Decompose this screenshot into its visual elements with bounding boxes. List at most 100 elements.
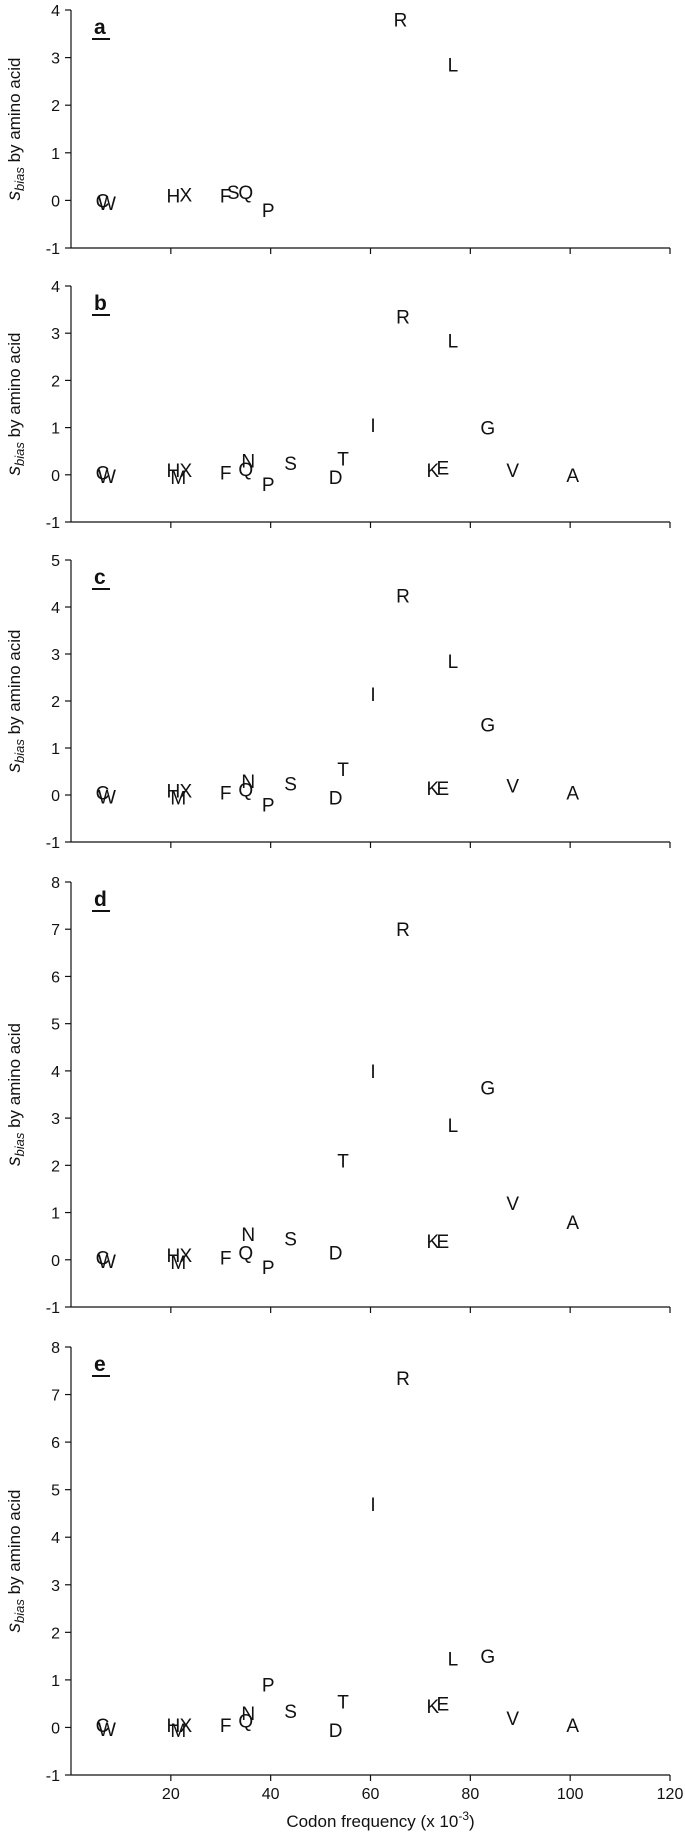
data-point-W: W: [98, 1720, 116, 1741]
data-point-Q: Q: [238, 1711, 253, 1732]
y-tick-label: 6: [51, 1435, 60, 1452]
data-point-V: V: [506, 1194, 519, 1215]
y-tick-label: 3: [51, 1578, 60, 1595]
data-point-Q: Q: [238, 780, 253, 801]
y-tick-label: 5: [51, 553, 60, 570]
y-tick-label: 0: [51, 1720, 60, 1737]
data-point-I: I: [370, 416, 375, 437]
x-axis-label-close: ): [469, 1812, 475, 1831]
data-point-P: P: [262, 1676, 275, 1697]
panel-label: d: [94, 888, 107, 911]
data-point-H: H: [166, 1246, 180, 1267]
data-point-W: W: [98, 787, 116, 808]
data-point-D: D: [329, 788, 343, 809]
y-tick-label: -1: [46, 835, 60, 852]
data-point-S: S: [227, 183, 240, 204]
data-point-X: X: [179, 1716, 192, 1737]
data-point-L: L: [448, 1649, 459, 1670]
data-point-M: M: [170, 1721, 186, 1742]
data-point-F: F: [220, 187, 232, 208]
data-point-R: R: [396, 308, 410, 329]
y-tick-label: 3: [51, 326, 60, 343]
data-point-P: P: [262, 795, 275, 816]
data-point-I: I: [370, 685, 375, 706]
y-axis-label-subscript: bias: [12, 1599, 27, 1623]
data-point-S: S: [284, 1230, 297, 1251]
y-axis-label-text: by amino acid: [5, 333, 24, 443]
y-tick-label: 5: [51, 1017, 60, 1034]
y-axis-label-symbol: s: [4, 465, 25, 475]
y-axis-label: sbias by amino acid: [4, 58, 27, 201]
y-axis-label-symbol: s: [4, 1622, 25, 1632]
data-point-H: H: [166, 1716, 180, 1737]
panel-b: -1 0 1 2 3 4 b sbias by amino acid R L I G CW H XM F QN S…: [4, 279, 671, 532]
x-axis-label-text: Codon frequency (x 10: [286, 1812, 458, 1831]
data-point-D: D: [329, 468, 343, 489]
data-point-E: E: [437, 1695, 450, 1716]
x-tick-label: 20: [162, 1786, 180, 1803]
data-point-R: R: [394, 11, 408, 32]
data-point-H: H: [166, 461, 180, 482]
data-point-I: I: [370, 1495, 375, 1516]
data-point-K: K: [427, 1697, 440, 1718]
data-point-R: R: [396, 1369, 410, 1390]
y-axis-label-subscript: bias: [12, 442, 27, 466]
data-point-F: F: [220, 784, 232, 805]
y-axis-label-text: by amino acid: [5, 58, 24, 168]
data-point-C: C: [96, 191, 110, 212]
y-tick-label: 1: [51, 146, 60, 163]
data-point-N: N: [241, 452, 255, 473]
data-point-T: T: [337, 1152, 349, 1173]
x-axis-label: Codon frequency (x 10-3): [286, 1809, 474, 1831]
data-point-S: S: [284, 454, 297, 475]
data-point-Q: Q: [238, 460, 253, 481]
data-point-Q: Q: [238, 1244, 253, 1265]
y-tick-label: 2: [51, 373, 60, 390]
panel-e: -1 0 1 2 3 4 5 6 7 8 20 40 60 80 100 120 e sbias by amino…: [4, 1340, 683, 1831]
data-point-N: N: [241, 1225, 255, 1246]
data-point-S: S: [284, 1702, 297, 1723]
data-point-L: L: [448, 56, 459, 77]
y-tick-label: 1: [51, 421, 60, 438]
data-point-G: G: [480, 716, 495, 737]
panel-label: b: [94, 292, 107, 315]
data-point-L: L: [448, 331, 459, 352]
x-axis-label-exponent: -3: [458, 1809, 469, 1823]
data-point-T: T: [337, 1692, 349, 1713]
y-tick-label: 2: [51, 1158, 60, 1175]
data-point-G: G: [480, 1078, 495, 1099]
y-tick-label: -1: [46, 1300, 60, 1317]
data-point-C: C: [96, 784, 110, 805]
y-tick-label: 4: [51, 279, 60, 296]
y-tick-label: 4: [51, 3, 60, 20]
data-point-L: L: [448, 1116, 459, 1137]
panel-c: -1 0 1 2 3 4 5 c sbias by amino acid R L I G CW H XM F QN…: [4, 553, 671, 852]
data-point-E: E: [437, 779, 450, 800]
y-tick-label: -1: [46, 241, 60, 258]
y-axis-label: sbias by amino acid: [4, 333, 27, 476]
data-point-E: E: [437, 459, 450, 480]
data-point-V: V: [506, 461, 519, 482]
data-point-Q: Q: [238, 183, 253, 204]
data-point-F: F: [220, 1716, 232, 1737]
data-point-A: A: [566, 1716, 579, 1737]
y-axis-label: sbias by amino acid: [4, 1490, 27, 1633]
data-point-X: X: [179, 186, 192, 207]
y-axis-label-text: by amino acid: [5, 1490, 24, 1600]
y-tick-label: 2: [51, 98, 60, 115]
data-point-X: X: [179, 781, 192, 802]
y-axis-label-symbol: s: [4, 190, 25, 200]
data-point-F: F: [220, 463, 232, 484]
x-tick-label: 120: [657, 1786, 684, 1803]
data-point-W: W: [98, 467, 116, 488]
data-point-C: C: [96, 1716, 110, 1737]
y-axis-label-subscript: bias: [12, 739, 27, 763]
y-tick-label: 6: [51, 969, 60, 986]
y-tick-label: 3: [51, 1111, 60, 1128]
data-point-K: K: [427, 461, 440, 482]
data-point-R: R: [396, 920, 410, 941]
data-point-W: W: [98, 194, 116, 215]
x-tick-label: 40: [262, 1786, 280, 1803]
x-tick-label: 60: [362, 1786, 380, 1803]
